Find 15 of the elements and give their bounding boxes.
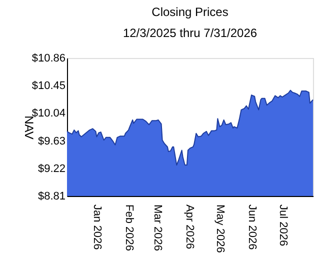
x-tick-label: Jun 2026: [246, 204, 258, 250]
x-tick-label: Feb 2026: [123, 204, 135, 251]
y-tick-label: $10.86: [32, 52, 66, 64]
y-tick-label: $10.45: [32, 80, 66, 92]
y-tick-label: $9.22: [38, 162, 66, 175]
x-tick-label: Mar 2026: [152, 204, 164, 251]
y-tick-label: $9.63: [38, 135, 66, 148]
x-tick-label: Jan 2026: [91, 204, 104, 250]
chart-title: Closing Prices: [152, 5, 228, 19]
y-tick-label: $10.04: [32, 108, 66, 120]
x-tick-label: May 2026: [214, 204, 226, 253]
y-tick-label: $8.81: [38, 190, 66, 202]
x-tick-label: Jul 2026: [276, 204, 289, 246]
chart-subtitle: 12/3/2025 thru 7/31/2026: [122, 26, 258, 40]
x-tick-label: Apr 2026: [183, 204, 196, 250]
